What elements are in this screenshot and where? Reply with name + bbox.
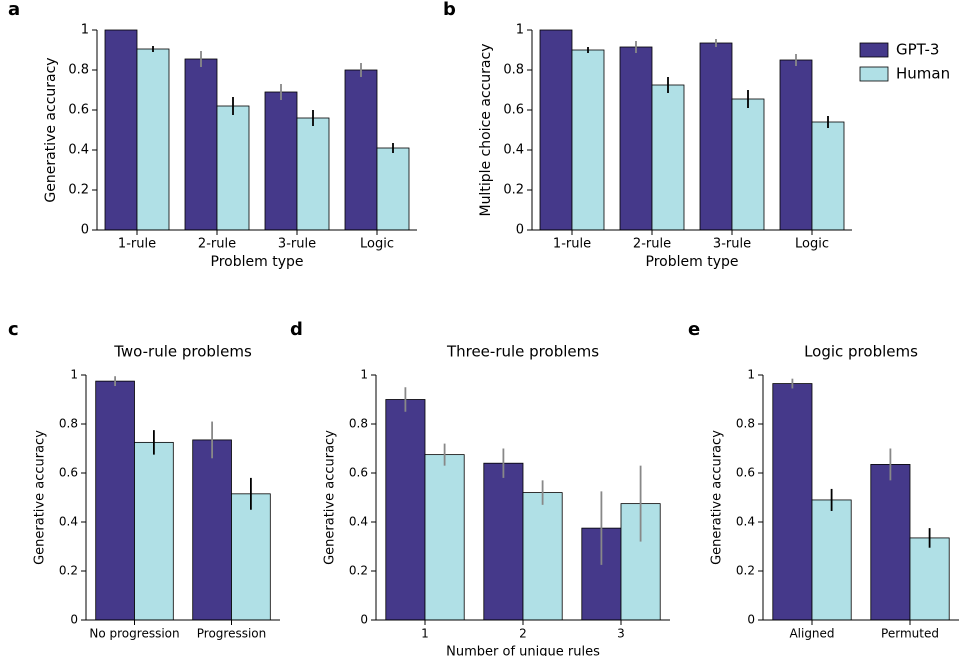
y-tick-label: 0.6 (59, 466, 78, 480)
bar (136, 48, 170, 231)
y-axis-label: Generative accuracy (323, 430, 338, 565)
x-axis-label: Number of unique rules (446, 645, 600, 656)
y-tick-label: 1 (360, 368, 368, 382)
bar (192, 439, 232, 621)
y-tick-label: 0.2 (59, 564, 78, 578)
y-tick-label: 0.2 (68, 183, 89, 198)
x-tick-label: Aligned (789, 627, 834, 641)
y-tick-label: 0.6 (736, 466, 755, 480)
y-tick-label: 0 (360, 613, 368, 627)
x-tick-label: 1-rule (118, 237, 156, 252)
y-tick-label: 0 (70, 613, 78, 627)
y-tick-label: 1 (747, 368, 755, 382)
bar (134, 441, 174, 621)
y-axis-label: Generative accuracy (33, 430, 48, 565)
x-tick-label: 1 (421, 627, 429, 641)
x-tick-label: 2-rule (198, 237, 236, 252)
bar (651, 84, 685, 231)
y-axis-label: Multiple choice accuracy (478, 43, 494, 216)
y-tick-label: 0 (81, 223, 89, 238)
bar (184, 58, 218, 231)
y-tick-label: 0.4 (349, 515, 368, 529)
x-tick-label: 2 (519, 627, 527, 641)
bar (344, 69, 378, 231)
y-tick-label: 0 (516, 223, 524, 238)
x-tick-label: Logic (795, 237, 829, 252)
chart-title: Logic problems (804, 343, 918, 361)
y-tick-label: 0.8 (59, 417, 78, 431)
bar (424, 454, 465, 621)
bar (779, 59, 813, 231)
legend-swatch (859, 66, 889, 82)
chart-title: Two-rule problems (113, 343, 252, 361)
bar (699, 42, 733, 231)
y-tick-label: 0.4 (736, 515, 755, 529)
bar (619, 46, 653, 231)
x-tick-label: Progression (197, 627, 267, 641)
legend-label: GPT-3 (896, 41, 939, 59)
bar (772, 383, 813, 621)
panel-label: a (8, 0, 20, 20)
y-axis-label: Generative accuracy (43, 57, 59, 202)
bar (571, 49, 605, 231)
y-tick-label: 0 (747, 613, 755, 627)
panel-label: d (290, 319, 303, 340)
y-tick-label: 0.4 (68, 143, 89, 158)
bar (376, 147, 410, 231)
bar (811, 499, 852, 621)
bar (539, 29, 573, 231)
bar (296, 117, 330, 231)
bar (264, 91, 298, 231)
x-tick-label: 3-rule (713, 237, 751, 252)
y-tick-label: 0.2 (736, 564, 755, 578)
chart-title: Three-rule problems (446, 343, 599, 361)
bar (104, 29, 138, 231)
bar (385, 399, 426, 621)
panel-label: e (688, 319, 700, 340)
x-tick-label: 3 (617, 627, 625, 641)
y-tick-label: 0.6 (68, 103, 89, 118)
bar (811, 121, 845, 231)
x-tick-label: 3-rule (278, 237, 316, 252)
bar (870, 464, 911, 621)
y-tick-label: 0.8 (736, 417, 755, 431)
y-tick-label: 1 (70, 368, 78, 382)
y-tick-label: 0.2 (503, 183, 524, 198)
x-axis-label: Problem type (646, 254, 739, 270)
y-tick-label: 1 (516, 23, 524, 38)
y-tick-label: 0.8 (503, 63, 524, 78)
legend-swatch (859, 42, 889, 58)
y-tick-label: 0.2 (349, 564, 368, 578)
x-tick-label: Permuted (881, 627, 939, 641)
x-tick-label: 1-rule (553, 237, 591, 252)
bar (909, 537, 950, 621)
bar (216, 105, 250, 231)
bar (231, 493, 271, 621)
y-tick-label: 0.6 (349, 466, 368, 480)
bar (522, 492, 563, 621)
y-tick-label: 0.4 (503, 143, 524, 158)
x-axis-label: Problem type (211, 254, 304, 270)
x-tick-label: 2-rule (633, 237, 671, 252)
y-tick-label: 0.8 (68, 63, 89, 78)
bar (483, 462, 524, 621)
y-axis-label: Generative accuracy (710, 430, 725, 565)
x-tick-label: Logic (360, 237, 394, 252)
panel-label: b (443, 0, 456, 20)
y-tick-label: 1 (81, 23, 89, 38)
panel-label: c (8, 319, 19, 340)
legend-label: Human (896, 65, 950, 83)
bar (95, 380, 135, 621)
bar (731, 98, 765, 231)
y-tick-label: 0.4 (59, 515, 78, 529)
x-tick-label: No progression (89, 627, 179, 641)
y-tick-label: 0.8 (349, 417, 368, 431)
y-tick-label: 0.6 (503, 103, 524, 118)
